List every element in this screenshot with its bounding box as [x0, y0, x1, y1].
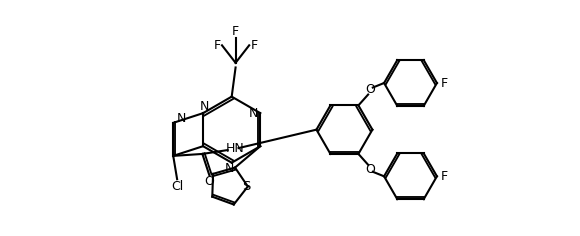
Text: F: F [251, 39, 258, 52]
Text: O: O [204, 175, 215, 188]
Text: F: F [232, 25, 239, 38]
Text: S: S [242, 180, 250, 193]
Text: N: N [249, 107, 258, 120]
Text: O: O [365, 83, 375, 96]
Text: F: F [440, 76, 448, 89]
Text: F: F [440, 170, 448, 183]
Text: O: O [365, 163, 375, 176]
Text: N: N [177, 112, 186, 126]
Text: F: F [214, 39, 221, 52]
Text: HN: HN [225, 142, 244, 155]
Text: N: N [200, 101, 209, 114]
Text: Cl: Cl [171, 180, 183, 193]
Text: N: N [225, 162, 234, 175]
